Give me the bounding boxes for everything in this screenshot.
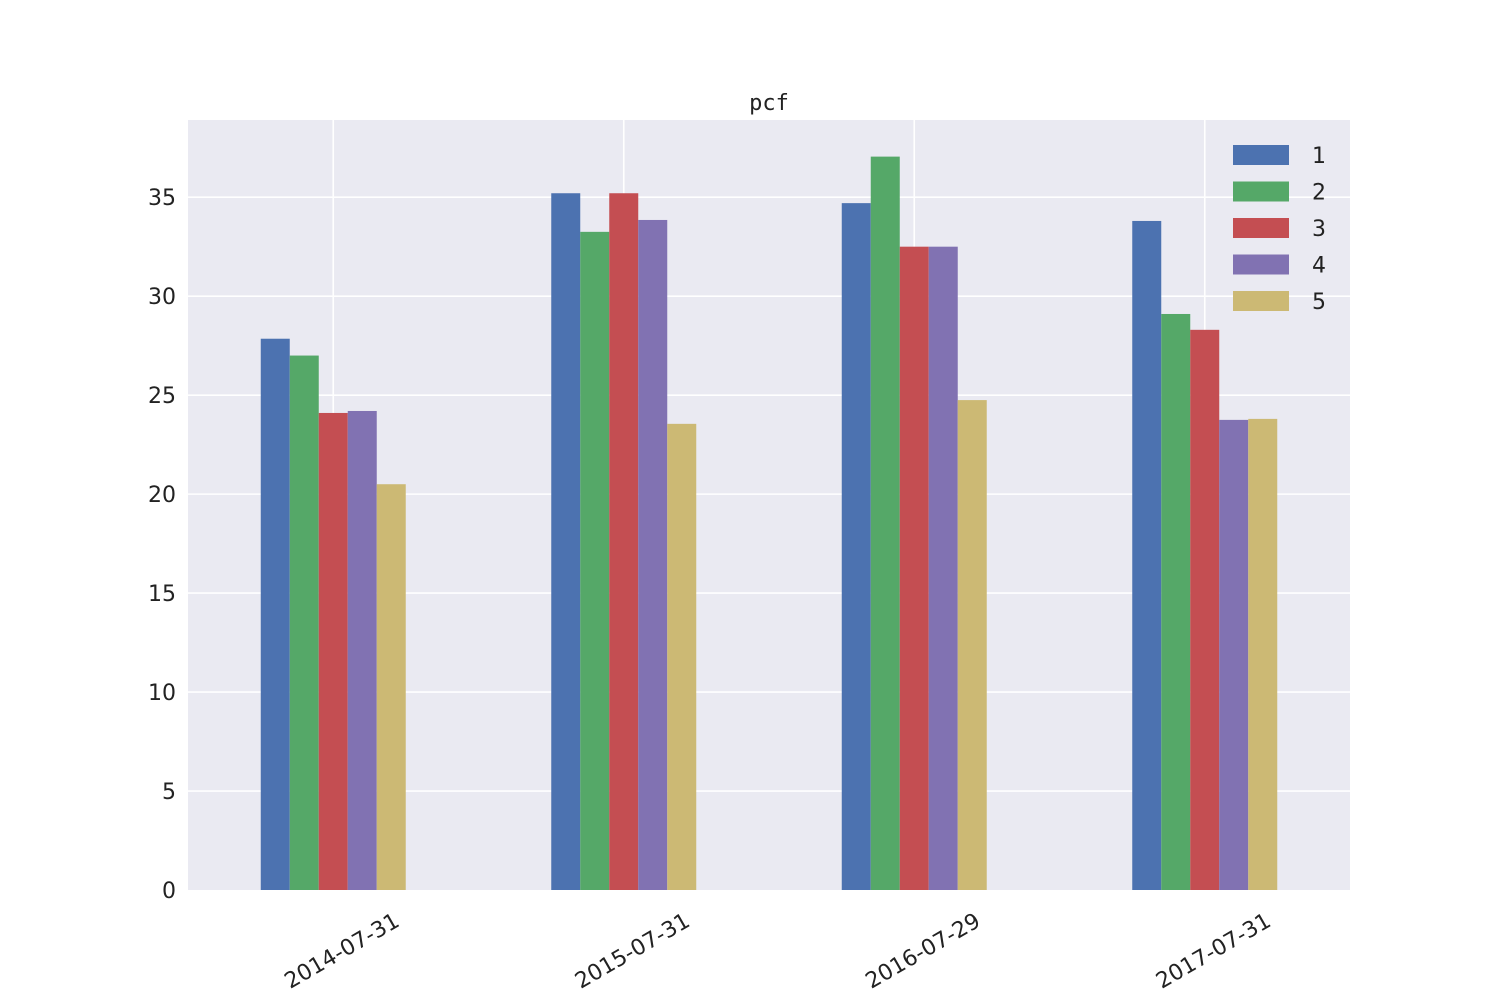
bar: [580, 231, 610, 891]
legend-label: 3: [1312, 217, 1326, 242]
bar: [1248, 418, 1278, 890]
legend-swatch: [1233, 145, 1289, 165]
legend-swatch: [1233, 254, 1289, 275]
y-tick-label: 15: [148, 582, 176, 607]
bar: [551, 193, 581, 890]
bar: [667, 423, 697, 890]
legend-label: 2: [1312, 181, 1326, 206]
y-tick-label: 30: [148, 285, 176, 310]
bar: [376, 484, 406, 890]
bar: [260, 338, 290, 890]
bar: [347, 410, 377, 890]
x-tick-label: 2014-07-31: [281, 909, 404, 995]
legend-swatch: [1233, 181, 1289, 202]
y-tick-label: 35: [148, 186, 176, 211]
legend-swatch: [1233, 218, 1289, 238]
legend-swatch: [1233, 291, 1289, 311]
y-tick-label: 5: [162, 780, 176, 805]
x-tick-label: 2016-07-29: [862, 909, 985, 995]
bar: [928, 246, 958, 890]
x-tick-label: 2015-07-31: [571, 909, 694, 995]
bar: [1161, 313, 1191, 890]
y-tick-label: 25: [148, 384, 176, 409]
x-tick-label: 2017-07-31: [1152, 909, 1275, 995]
bar: [289, 355, 319, 890]
bar: [1190, 329, 1220, 890]
bars: [260, 156, 1278, 891]
bar: [870, 156, 900, 891]
chart-title: pcf: [749, 91, 789, 116]
bar: [1132, 220, 1162, 890]
legend-label: 5: [1312, 290, 1326, 315]
bar: [841, 203, 871, 891]
y-tick-label: 0: [162, 879, 176, 904]
bar: [609, 193, 639, 890]
y-axis: 0 5 10 15 20 25 30 35: [148, 186, 176, 904]
legend-label: 1: [1312, 144, 1326, 169]
bar: [1219, 419, 1249, 890]
x-axis: 2014-07-31 2015-07-31 2016-07-29 2017-07-31: [281, 909, 1276, 995]
y-tick-label: 20: [148, 483, 176, 508]
bar: [899, 246, 929, 890]
legend: 1 2 3 4 5: [1233, 144, 1326, 315]
y-tick-label: 10: [148, 681, 176, 706]
legend-label: 4: [1312, 254, 1326, 279]
bar: [638, 219, 668, 891]
bar: [318, 412, 348, 890]
bar: [957, 400, 987, 890]
